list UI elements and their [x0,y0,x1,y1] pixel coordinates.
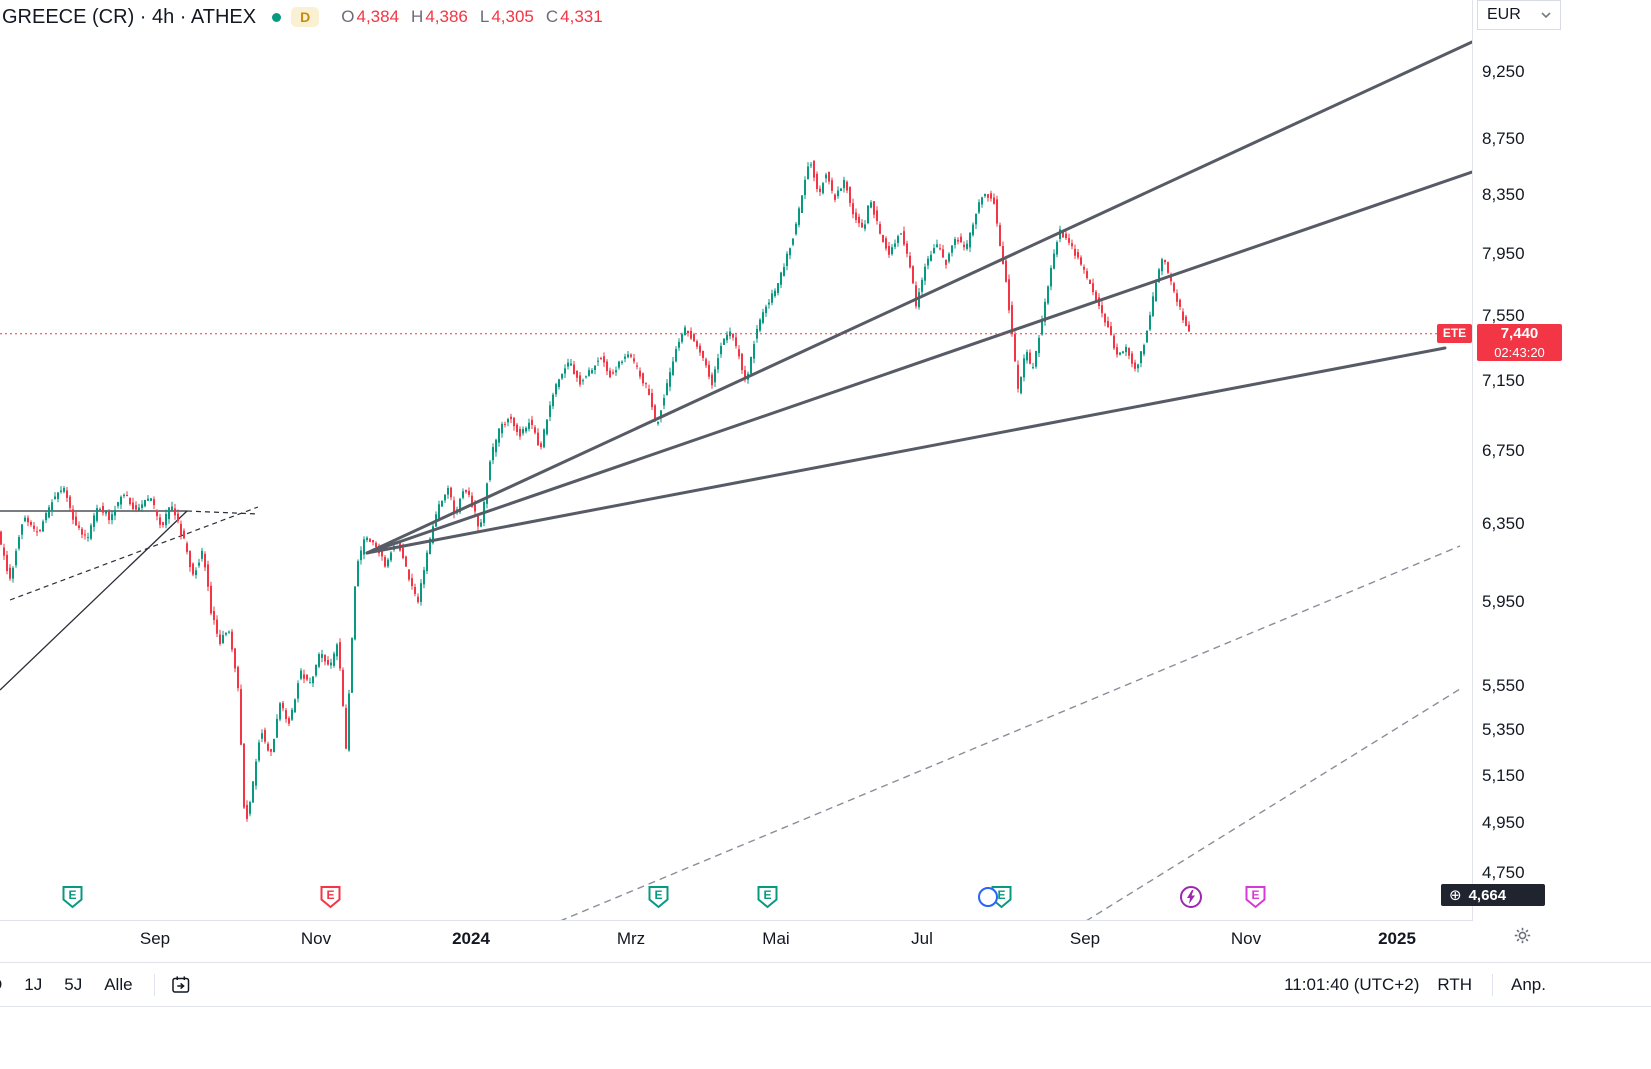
event-earnings-icon[interactable]: E [319,885,342,914]
price-axis-label: 7,950 [1482,244,1525,263]
session-toggle[interactable]: RTH [1437,974,1473,994]
time-axis-label: Sep [1069,929,1101,948]
toolbar-divider [1492,973,1494,996]
bottom-toolbar: D 1J 5J Alle 11:01:40 (UTC+2) RTH Anp. [0,962,1651,1007]
low-value: 4,305 [491,7,534,26]
range-button-ytd-partial[interactable]: D [0,971,13,999]
price-axis-label: 7,150 [1482,371,1525,390]
price-axis-label: 6,350 [1482,514,1525,533]
svg-text:E: E [997,888,1005,902]
ohlc-values: O 4,384 H 4,386 L 4,305 C 4,331 [341,7,602,27]
price-axis-label: 8,350 [1482,185,1525,204]
adjust-toggle[interactable]: Anp. [1511,974,1546,994]
time-axis-label: Nov [300,929,332,948]
time-axis-label: 2024 [452,929,490,948]
close-value: 4,331 [560,7,603,26]
high-label: H [411,7,424,26]
price-axis-label: 5,550 [1482,676,1525,695]
interval-badge[interactable]: D [291,7,320,27]
svg-text:E: E [326,888,334,902]
price-axis-label: 8,750 [1482,129,1525,148]
chevron-down-icon [1541,12,1551,18]
open-value: 4,384 [356,7,400,26]
svg-text:E: E [654,888,662,902]
range-button-all[interactable]: Alle [104,974,133,994]
low-price-label[interactable]: ⊕ 4,664 [1441,884,1545,906]
plus-circle-icon[interactable]: ⊕ [1449,887,1462,904]
axis-settings-gear-icon[interactable] [1514,927,1531,949]
range-button-1y[interactable]: 1J [24,974,43,994]
bar-countdown: 02:43:20 [1494,345,1545,360]
price-axis[interactable]: EUR 9,250 8,750 8,350 7,950 7,550 7,150 6,750 6… [1474,0,1569,921]
price-axis-label: 4,750 [1482,863,1525,882]
range-button-5y[interactable]: 5J [64,974,83,994]
svg-text:E: E [763,888,771,902]
time-axis[interactable]: Sep Nov 2024 Mrz Mai Jul Sep Nov 2025 [0,922,1651,962]
price-axis-label: 4,950 [1482,813,1525,832]
event-bolt-icon[interactable] [1179,885,1203,914]
svg-text:E: E [68,888,76,902]
event-earnings-icon[interactable]: E [756,885,779,914]
event-earnings-icon[interactable]: E [61,885,84,914]
price-axis-label: 5,950 [1482,592,1525,611]
time-axis-label: Nov [1230,929,1262,948]
price-axis-label: 5,150 [1482,766,1525,785]
svg-text:E: E [1251,888,1259,902]
price-axis-label: 6,750 [1482,441,1525,460]
currency-label: EUR [1487,6,1521,23]
time-axis-label: Mai [762,929,790,948]
time-axis-label: Jul [911,929,933,948]
time-axis-label: Mrz [616,929,646,948]
go-to-date-calendar-icon[interactable] [165,972,198,998]
currency-selector[interactable]: EUR [1477,0,1561,30]
toolbar-divider [153,973,155,996]
toolbar-right-group: 11:01:40 (UTC+2) RTH Anp. [1276,971,1651,999]
event-earnings-icon[interactable]: E [978,885,1013,914]
market-status-dot-icon [272,12,282,22]
event-circle-icon[interactable] [977,886,999,913]
last-price-value: 7,440 [1500,325,1539,342]
price-axis-label: 5,350 [1482,720,1525,739]
price-line-symbol-tag[interactable]: ETE [1437,324,1472,343]
price-axis-label: 7,550 [1482,306,1525,325]
close-label: C [545,7,559,26]
low-price-value: 4,664 [1468,886,1507,904]
price-axis-label: 9,250 [1482,62,1525,81]
event-earnings-icon[interactable]: E [647,885,670,914]
clock-time[interactable]: 11:01:40 (UTC+2) [1284,974,1420,994]
time-axis-label: Sep [139,929,171,948]
chart-pane[interactable]: E E E E E E GREECE (CR) · 4h · ATHEX D O 4,384… [0,0,1473,921]
open-label: O [341,7,355,26]
low-label-ohlc: L [479,7,490,26]
high-value: 4,386 [425,7,468,26]
candlestick-chart [0,40,1472,920]
time-axis-label: 2025 [1378,929,1416,948]
symbol-title[interactable]: GREECE (CR) · 4h · ATHEX [2,5,257,28]
event-earnings-icon[interactable]: E [1244,885,1267,914]
last-price-label[interactable]: 7,440 02:43:20 [1477,324,1562,361]
symbol-header: GREECE (CR) · 4h · ATHEX D O 4,384 H 4,386… [2,2,603,32]
